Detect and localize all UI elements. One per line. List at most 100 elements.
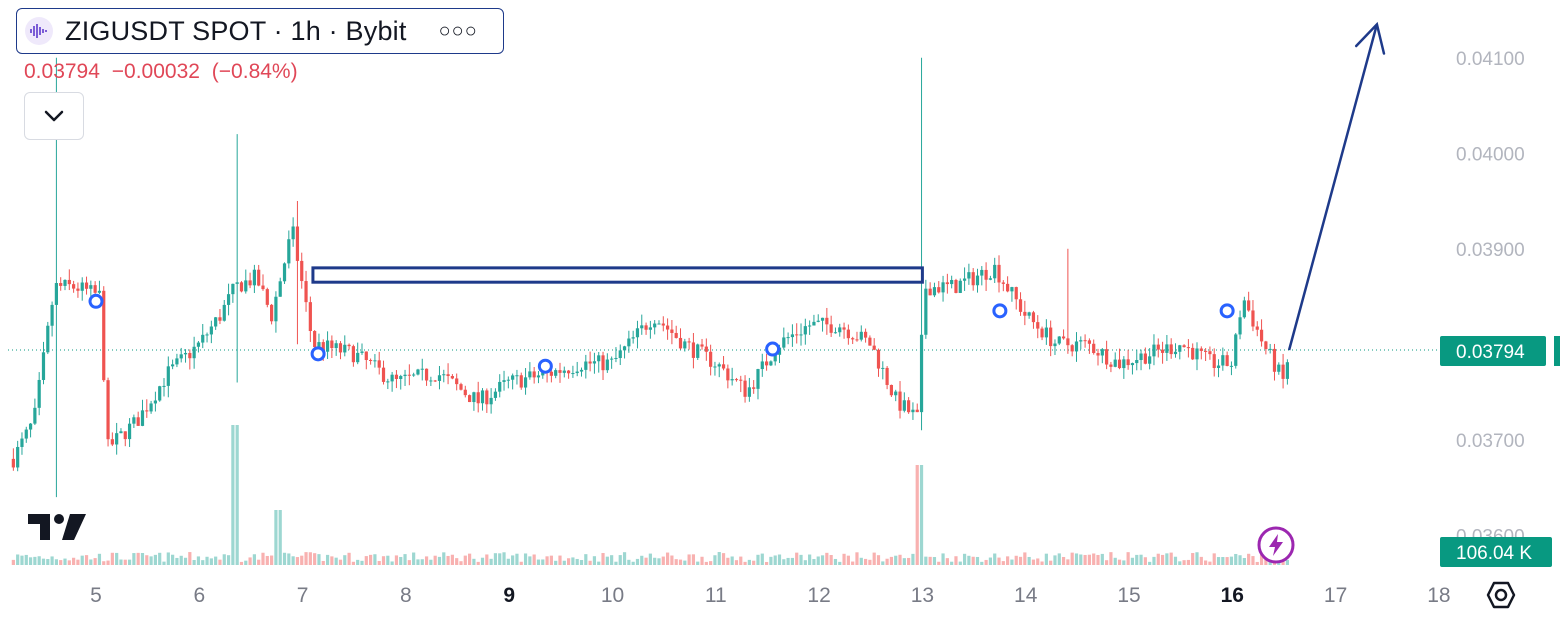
candle-body [704,346,708,352]
lightning-icon[interactable] [1256,525,1296,570]
candle-body [760,361,764,370]
candle-body [412,374,416,376]
candle-body [782,337,786,348]
x-tick-label: 12 [807,584,830,607]
candle-body [282,263,287,282]
candle-body [1087,340,1092,344]
candle-body [511,375,515,380]
price-change-percent: (−0.84%) [211,60,298,83]
volume-bar [739,556,743,565]
volume-bar [678,559,683,565]
volume-bar [420,559,424,565]
volume-bar [205,556,209,565]
volume-bar [928,556,932,565]
candle-body [325,340,330,352]
candle-body [450,376,454,379]
candle-body [1208,351,1212,355]
volume-bar [829,555,833,565]
volume-bar [911,553,915,565]
candle-body [429,380,433,382]
candle-body [997,264,1001,283]
candle-body [894,391,898,396]
volume-bar [876,555,881,565]
volume-bar [24,554,28,565]
volume-bar [16,554,20,565]
candle-body [214,317,218,327]
y-tick-label: 0.04100 [1456,49,1525,70]
volume-bar [407,560,411,565]
symbol-title: ZIGUSDT SPOT · 1h · Bybit [65,15,407,46]
candle-body [485,390,489,405]
volume-bar [1259,554,1264,565]
volume-bar [631,561,635,565]
candle-body [97,290,102,293]
candle-body [235,282,239,284]
volume-bar [1225,557,1229,565]
volume-bar [812,559,816,565]
candle-body [110,439,114,445]
volume-bar [252,554,256,565]
candle-body [846,329,850,339]
volume-bar [278,510,282,565]
candle-body [734,379,739,381]
candle-body [859,331,863,340]
candle-body [541,371,545,376]
candle-body [1285,362,1289,379]
volume-bar [799,554,803,565]
candle-body [799,334,803,336]
candle-body [140,410,145,426]
candle-body [24,429,28,439]
volume-bar [528,556,532,565]
candle-body [945,282,949,285]
volume-bar [175,557,179,565]
tradingview-logo-icon[interactable] [28,512,88,547]
candle-body [1204,350,1208,352]
volume-bar [1285,559,1289,565]
volume-bar [506,558,510,565]
volume-bar [72,557,76,565]
volume-bar [786,557,790,565]
candle-body [730,379,734,381]
volume-bar [1053,555,1057,565]
candle-body [63,279,67,286]
volume-bar [209,558,213,565]
candle-body [1186,347,1190,349]
more-options-icon[interactable]: ○○○ [438,19,478,42]
candle-body [468,395,472,403]
volume-bar [1135,554,1139,565]
candle-body [1083,340,1087,342]
volume-bar [980,561,984,565]
symbol-legend[interactable]: ZIGUSDT SPOT · 1h · Bybit ○○○ [16,8,504,54]
x-tick-label: 18 [1427,584,1450,607]
collapse-legend-button[interactable] [24,92,84,140]
volume-bar [248,557,252,565]
candle-body [20,438,24,447]
candle-body [381,367,386,382]
candle-body [902,400,906,411]
candle-body [313,331,317,348]
candle-body [657,323,661,325]
candle-body [347,344,351,347]
volume-bar [653,557,657,565]
volume-bar [747,559,751,565]
volume-bar [1006,556,1010,565]
candle-body [515,375,519,377]
drawings[interactable] [88,21,1386,374]
volume-bar [106,560,110,565]
gear-icon[interactable] [1486,580,1516,615]
volume-bar [158,552,162,565]
chevron-down-icon [44,110,64,122]
volume-bar [795,552,799,565]
candle-body [218,317,222,321]
volume-bar [257,559,261,565]
volume-bar [915,465,919,565]
candle-body [1169,344,1173,355]
candle-body [691,342,696,358]
time-axis[interactable]: 5 6 7 8 9 10 11 12 13 14 15 16 17 18 [90,584,1450,607]
candle-body [855,339,859,341]
candle-body [261,285,265,290]
candle-body [1036,322,1040,329]
candle-body [709,351,713,367]
